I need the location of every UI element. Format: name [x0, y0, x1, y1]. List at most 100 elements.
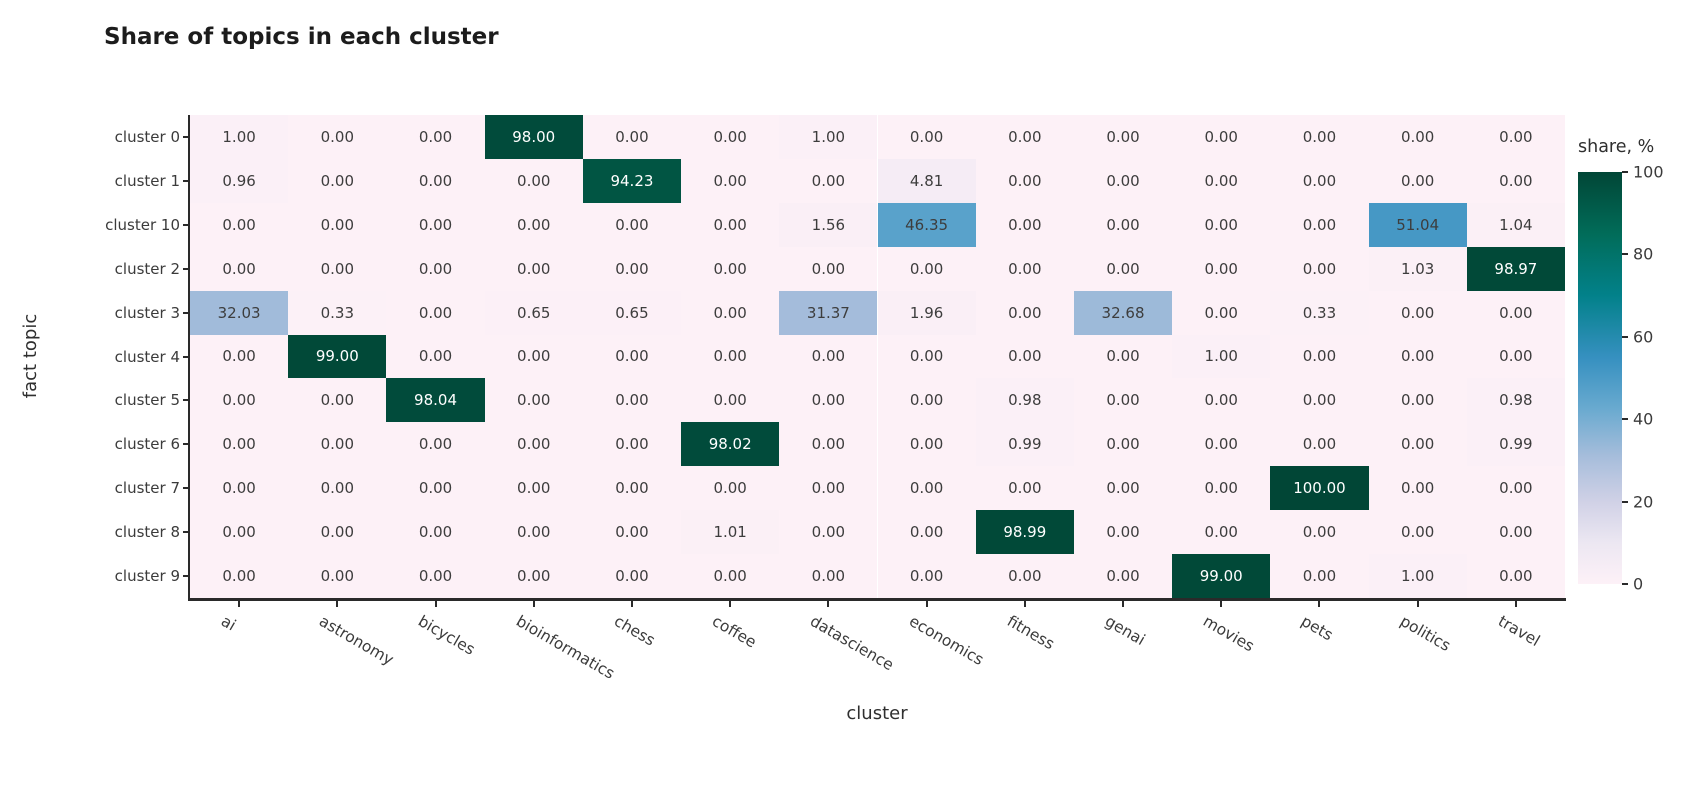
- heatmap-cell[interactable]: 0.00: [1073, 378, 1173, 423]
- heatmap-cell[interactable]: 0.99: [975, 422, 1074, 467]
- heatmap-cell[interactable]: 0.00: [386, 422, 485, 467]
- heatmap-cell[interactable]: 0.00: [1466, 510, 1565, 555]
- heatmap-cell[interactable]: 0.65: [484, 290, 583, 335]
- heatmap-cell[interactable]: 0.00: [1270, 334, 1369, 379]
- heatmap-cell[interactable]: 0.00: [1368, 510, 1467, 555]
- heatmap-cell[interactable]: 0.00: [386, 246, 485, 291]
- heatmap-cell[interactable]: 0.00: [877, 510, 976, 555]
- heatmap-cell[interactable]: 0.00: [288, 202, 387, 247]
- heatmap-cell[interactable]: 0.00: [1172, 115, 1271, 159]
- heatmap-cell[interactable]: 0.00: [1270, 158, 1369, 203]
- heatmap-cell[interactable]: 0.00: [877, 378, 976, 423]
- heatmap-cell[interactable]: 0.00: [681, 158, 780, 203]
- heatmap-cell[interactable]: 0.00: [190, 334, 289, 379]
- heatmap-cell[interactable]: 0.00: [975, 246, 1074, 291]
- heatmap-cell[interactable]: 98.99: [975, 510, 1074, 555]
- heatmap-cell[interactable]: 32.03: [190, 290, 289, 335]
- heatmap-cell[interactable]: 0.00: [1073, 334, 1173, 379]
- heatmap-cell[interactable]: 0.00: [190, 554, 289, 598]
- heatmap-cell[interactable]: 0.96: [190, 158, 289, 203]
- heatmap-cell[interactable]: 0.00: [1172, 246, 1271, 291]
- heatmap-cell[interactable]: 0.00: [1073, 158, 1173, 203]
- heatmap-cell[interactable]: 0.00: [779, 378, 878, 423]
- heatmap-cell[interactable]: 0.00: [1172, 202, 1271, 247]
- heatmap-cell[interactable]: 0.00: [779, 334, 878, 379]
- heatmap-cell[interactable]: 0.00: [877, 466, 976, 511]
- heatmap-cell[interactable]: 0.00: [975, 290, 1074, 335]
- heatmap-cell[interactable]: 0.00: [1073, 554, 1173, 598]
- heatmap-cell[interactable]: 0.00: [582, 422, 682, 467]
- heatmap-cell[interactable]: 0.00: [1073, 246, 1173, 291]
- heatmap-cell[interactable]: 0.00: [190, 378, 289, 423]
- heatmap-cell[interactable]: 0.00: [386, 202, 485, 247]
- heatmap-cell[interactable]: 0.00: [1270, 510, 1369, 555]
- heatmap-cell[interactable]: 0.00: [1466, 334, 1565, 379]
- heatmap-cell[interactable]: 1.96: [877, 290, 976, 335]
- heatmap-cell[interactable]: 98.02: [681, 422, 780, 467]
- heatmap-cell[interactable]: 0.00: [1368, 290, 1467, 335]
- heatmap-cell[interactable]: 1.03: [1368, 246, 1467, 291]
- heatmap-cell[interactable]: 0.00: [975, 158, 1074, 203]
- heatmap-cell[interactable]: 0.00: [288, 378, 387, 423]
- heatmap-cell[interactable]: 1.00: [779, 115, 878, 159]
- heatmap-cell[interactable]: 0.00: [779, 422, 878, 467]
- heatmap-cell[interactable]: 0.00: [681, 554, 780, 598]
- heatmap-cell[interactable]: 0.00: [386, 115, 485, 159]
- heatmap-cell[interactable]: 0.00: [484, 334, 583, 379]
- heatmap-cell[interactable]: 98.04: [386, 378, 485, 423]
- heatmap-cell[interactable]: 0.00: [484, 246, 583, 291]
- heatmap-cell[interactable]: 0.00: [975, 115, 1074, 159]
- heatmap-cell[interactable]: 0.00: [190, 202, 289, 247]
- heatmap-cell[interactable]: 0.00: [190, 246, 289, 291]
- heatmap-cell[interactable]: 99.00: [288, 334, 387, 379]
- heatmap-cell[interactable]: 0.00: [681, 290, 780, 335]
- heatmap-cell[interactable]: 0.00: [288, 246, 387, 291]
- heatmap-cell[interactable]: 0.00: [975, 466, 1074, 511]
- heatmap-cell[interactable]: 0.00: [1466, 554, 1565, 598]
- heatmap-cell[interactable]: 0.33: [1270, 290, 1369, 335]
- heatmap-cell[interactable]: 0.00: [484, 466, 583, 511]
- heatmap-cell[interactable]: 98.97: [1466, 246, 1565, 291]
- heatmap-cell[interactable]: 0.00: [1172, 510, 1271, 555]
- heatmap-cell[interactable]: 94.23: [582, 158, 682, 203]
- heatmap-cell[interactable]: 0.33: [288, 290, 387, 335]
- heatmap-cell[interactable]: 0.00: [877, 115, 976, 159]
- heatmap-cell[interactable]: 0.00: [1270, 115, 1369, 159]
- heatmap-cell[interactable]: 0.00: [877, 246, 976, 291]
- heatmap-cell[interactable]: 0.00: [681, 466, 780, 511]
- heatmap-cell[interactable]: 0.00: [484, 510, 583, 555]
- heatmap-cell[interactable]: 0.00: [582, 246, 682, 291]
- heatmap-cell[interactable]: 4.81: [877, 158, 976, 203]
- heatmap-cell[interactable]: 0.00: [1073, 510, 1173, 555]
- heatmap-cell[interactable]: 0.00: [582, 466, 682, 511]
- heatmap-cell[interactable]: 0.00: [1270, 378, 1369, 423]
- heatmap-cell[interactable]: 0.00: [1368, 334, 1467, 379]
- heatmap-cell[interactable]: 0.00: [1270, 246, 1369, 291]
- heatmap-cell[interactable]: 1.04: [1466, 202, 1565, 247]
- heatmap-cell[interactable]: 99.00: [1172, 554, 1271, 598]
- heatmap-cell[interactable]: 0.00: [1466, 115, 1565, 159]
- heatmap-cell[interactable]: 0.00: [877, 422, 976, 467]
- heatmap-cell[interactable]: 0.00: [582, 334, 682, 379]
- heatmap-cell[interactable]: 0.00: [1466, 466, 1565, 511]
- heatmap-cell[interactable]: 0.00: [1270, 422, 1369, 467]
- heatmap-cell[interactable]: 1.00: [1368, 554, 1467, 598]
- heatmap-cell[interactable]: 0.00: [484, 422, 583, 467]
- heatmap-cell[interactable]: 0.00: [1073, 422, 1173, 467]
- heatmap-cell[interactable]: 0.00: [288, 554, 387, 598]
- heatmap-cell[interactable]: 0.00: [386, 554, 485, 598]
- heatmap-cell[interactable]: 0.00: [1172, 466, 1271, 511]
- heatmap-cell[interactable]: 0.98: [1466, 378, 1565, 423]
- heatmap-cell[interactable]: 0.00: [1466, 158, 1565, 203]
- heatmap-cell[interactable]: 0.00: [1172, 158, 1271, 203]
- heatmap-cell[interactable]: 0.99: [1466, 422, 1565, 467]
- heatmap-cell[interactable]: 0.00: [190, 510, 289, 555]
- heatmap-cell[interactable]: 0.00: [582, 202, 682, 247]
- heatmap-cell[interactable]: 46.35: [877, 202, 976, 247]
- heatmap-cell[interactable]: 0.00: [1368, 466, 1467, 511]
- heatmap-cell[interactable]: 0.00: [1172, 290, 1271, 335]
- heatmap-cell[interactable]: 0.00: [779, 246, 878, 291]
- heatmap-cell[interactable]: 0.00: [288, 466, 387, 511]
- heatmap-cell[interactable]: 0.00: [484, 378, 583, 423]
- heatmap-cell[interactable]: 0.00: [190, 422, 289, 467]
